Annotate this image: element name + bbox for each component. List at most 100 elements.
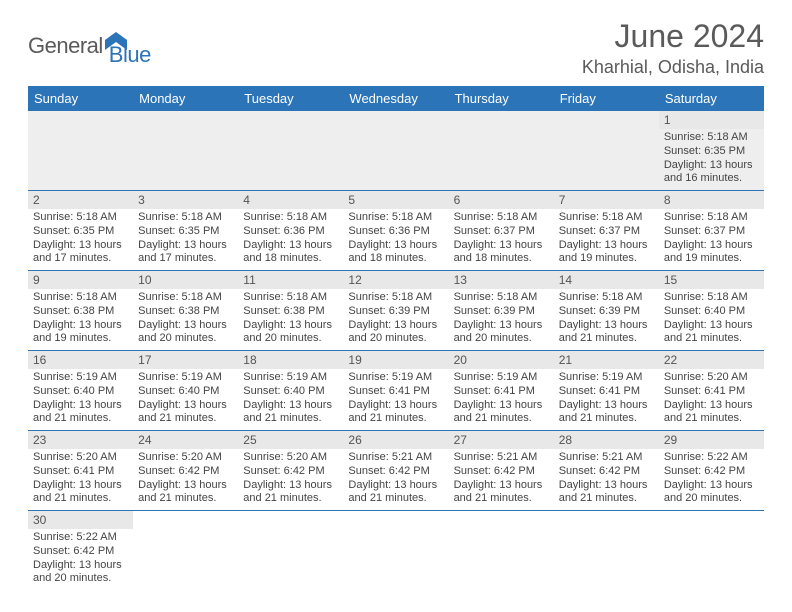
sunrise-label: Sunrise: 5:19 AM xyxy=(454,371,549,385)
calendar-cell xyxy=(133,111,238,191)
calendar-cell: 18Sunrise: 5:19 AMSunset: 6:40 PMDayligh… xyxy=(238,351,343,431)
sunset-label: Sunset: 6:42 PM xyxy=(138,465,233,479)
daylight1-label: Daylight: 13 hours xyxy=(559,239,654,253)
daylight1-label: Daylight: 13 hours xyxy=(348,399,443,413)
day-number: 2 xyxy=(28,191,133,209)
day-number: 21 xyxy=(554,351,659,369)
calendar-row: 9Sunrise: 5:18 AMSunset: 6:38 PMDaylight… xyxy=(28,271,764,351)
daylight1-label: Daylight: 13 hours xyxy=(138,479,233,493)
sunset-label: Sunset: 6:42 PM xyxy=(243,465,338,479)
sunset-label: Sunset: 6:42 PM xyxy=(33,545,128,559)
daylight2-label: and 21 minutes. xyxy=(348,412,443,426)
day-header: Thursday xyxy=(449,86,554,111)
day-number: 15 xyxy=(659,271,764,289)
calendar-cell: 26Sunrise: 5:21 AMSunset: 6:42 PMDayligh… xyxy=(343,431,448,511)
calendar-body: 1Sunrise: 5:18 AMSunset: 6:35 PMDaylight… xyxy=(28,111,764,590)
daylight2-label: and 21 minutes. xyxy=(348,492,443,506)
day-number: 23 xyxy=(28,431,133,449)
calendar-table: Sunday Monday Tuesday Wednesday Thursday… xyxy=(28,86,764,590)
sunrise-label: Sunrise: 5:18 AM xyxy=(664,131,759,145)
sunset-label: Sunset: 6:42 PM xyxy=(454,465,549,479)
sunrise-label: Sunrise: 5:21 AM xyxy=(454,451,549,465)
sunset-label: Sunset: 6:41 PM xyxy=(664,385,759,399)
sunrise-label: Sunrise: 5:18 AM xyxy=(348,211,443,225)
calendar-row: 30Sunrise: 5:22 AMSunset: 6:42 PMDayligh… xyxy=(28,511,764,591)
daylight2-label: and 19 minutes. xyxy=(664,252,759,266)
daylight1-label: Daylight: 13 hours xyxy=(243,479,338,493)
daylight2-label: and 21 minutes. xyxy=(33,412,128,426)
daylight1-label: Daylight: 13 hours xyxy=(664,479,759,493)
daylight2-label: and 17 minutes. xyxy=(138,252,233,266)
sunset-label: Sunset: 6:42 PM xyxy=(664,465,759,479)
sunrise-label: Sunrise: 5:22 AM xyxy=(664,451,759,465)
daylight2-label: and 21 minutes. xyxy=(559,332,654,346)
day-number: 16 xyxy=(28,351,133,369)
daylight2-label: and 16 minutes. xyxy=(664,172,759,186)
day-number: 3 xyxy=(133,191,238,209)
daylight2-label: and 21 minutes. xyxy=(454,412,549,426)
calendar-cell: 19Sunrise: 5:19 AMSunset: 6:41 PMDayligh… xyxy=(343,351,448,431)
day-number: 25 xyxy=(238,431,343,449)
daylight1-label: Daylight: 13 hours xyxy=(33,479,128,493)
daylight2-label: and 21 minutes. xyxy=(559,492,654,506)
sunrise-label: Sunrise: 5:18 AM xyxy=(138,211,233,225)
sunrise-label: Sunrise: 5:18 AM xyxy=(243,291,338,305)
calendar-cell: 27Sunrise: 5:21 AMSunset: 6:42 PMDayligh… xyxy=(449,431,554,511)
sunset-label: Sunset: 6:38 PM xyxy=(33,305,128,319)
calendar-cell xyxy=(449,511,554,591)
daylight2-label: and 17 minutes. xyxy=(33,252,128,266)
sunrise-label: Sunrise: 5:18 AM xyxy=(243,211,338,225)
calendar-cell xyxy=(554,111,659,191)
sunrise-label: Sunrise: 5:18 AM xyxy=(348,291,443,305)
calendar-cell xyxy=(238,111,343,191)
sunrise-label: Sunrise: 5:18 AM xyxy=(138,291,233,305)
calendar-cell: 3Sunrise: 5:18 AMSunset: 6:35 PMDaylight… xyxy=(133,191,238,271)
daylight2-label: and 18 minutes. xyxy=(243,252,338,266)
sunrise-label: Sunrise: 5:18 AM xyxy=(664,291,759,305)
daylight2-label: and 21 minutes. xyxy=(454,492,549,506)
day-number: 27 xyxy=(449,431,554,449)
day-number: 7 xyxy=(554,191,659,209)
sunrise-label: Sunrise: 5:20 AM xyxy=(664,371,759,385)
daylight2-label: and 21 minutes. xyxy=(664,332,759,346)
calendar-cell: 4Sunrise: 5:18 AMSunset: 6:36 PMDaylight… xyxy=(238,191,343,271)
sunrise-label: Sunrise: 5:19 AM xyxy=(559,371,654,385)
daylight1-label: Daylight: 13 hours xyxy=(243,399,338,413)
sunrise-label: Sunrise: 5:18 AM xyxy=(664,211,759,225)
daylight1-label: Daylight: 13 hours xyxy=(33,559,128,573)
day-number: 1 xyxy=(659,111,764,129)
sunrise-label: Sunrise: 5:18 AM xyxy=(454,211,549,225)
sunrise-label: Sunrise: 5:20 AM xyxy=(243,451,338,465)
day-header: Friday xyxy=(554,86,659,111)
daylight2-label: and 18 minutes. xyxy=(348,252,443,266)
calendar-row: 2Sunrise: 5:18 AMSunset: 6:35 PMDaylight… xyxy=(28,191,764,271)
sunrise-label: Sunrise: 5:21 AM xyxy=(559,451,654,465)
daylight1-label: Daylight: 13 hours xyxy=(33,239,128,253)
day-header: Sunday xyxy=(28,86,133,111)
day-number: 19 xyxy=(343,351,448,369)
daylight1-label: Daylight: 13 hours xyxy=(348,239,443,253)
sunrise-label: Sunrise: 5:18 AM xyxy=(33,291,128,305)
day-number: 20 xyxy=(449,351,554,369)
sunset-label: Sunset: 6:41 PM xyxy=(33,465,128,479)
daylight2-label: and 19 minutes. xyxy=(559,252,654,266)
day-number: 22 xyxy=(659,351,764,369)
calendar-cell xyxy=(659,511,764,591)
day-number: 8 xyxy=(659,191,764,209)
daylight1-label: Daylight: 13 hours xyxy=(138,399,233,413)
calendar-cell: 15Sunrise: 5:18 AMSunset: 6:40 PMDayligh… xyxy=(659,271,764,351)
day-number: 13 xyxy=(449,271,554,289)
daylight2-label: and 20 minutes. xyxy=(33,572,128,586)
location-label: Kharhial, Odisha, India xyxy=(582,57,764,78)
sunrise-label: Sunrise: 5:21 AM xyxy=(348,451,443,465)
sunrise-label: Sunrise: 5:19 AM xyxy=(243,371,338,385)
day-number: 4 xyxy=(238,191,343,209)
calendar-cell: 21Sunrise: 5:19 AMSunset: 6:41 PMDayligh… xyxy=(554,351,659,431)
daylight2-label: and 20 minutes. xyxy=(243,332,338,346)
calendar-row: 23Sunrise: 5:20 AMSunset: 6:41 PMDayligh… xyxy=(28,431,764,511)
calendar-row: 1Sunrise: 5:18 AMSunset: 6:35 PMDaylight… xyxy=(28,111,764,191)
day-number: 11 xyxy=(238,271,343,289)
daylight1-label: Daylight: 13 hours xyxy=(454,399,549,413)
sunset-label: Sunset: 6:40 PM xyxy=(33,385,128,399)
calendar-page: General Blue June 2024 Kharhial, Odisha,… xyxy=(0,0,792,608)
